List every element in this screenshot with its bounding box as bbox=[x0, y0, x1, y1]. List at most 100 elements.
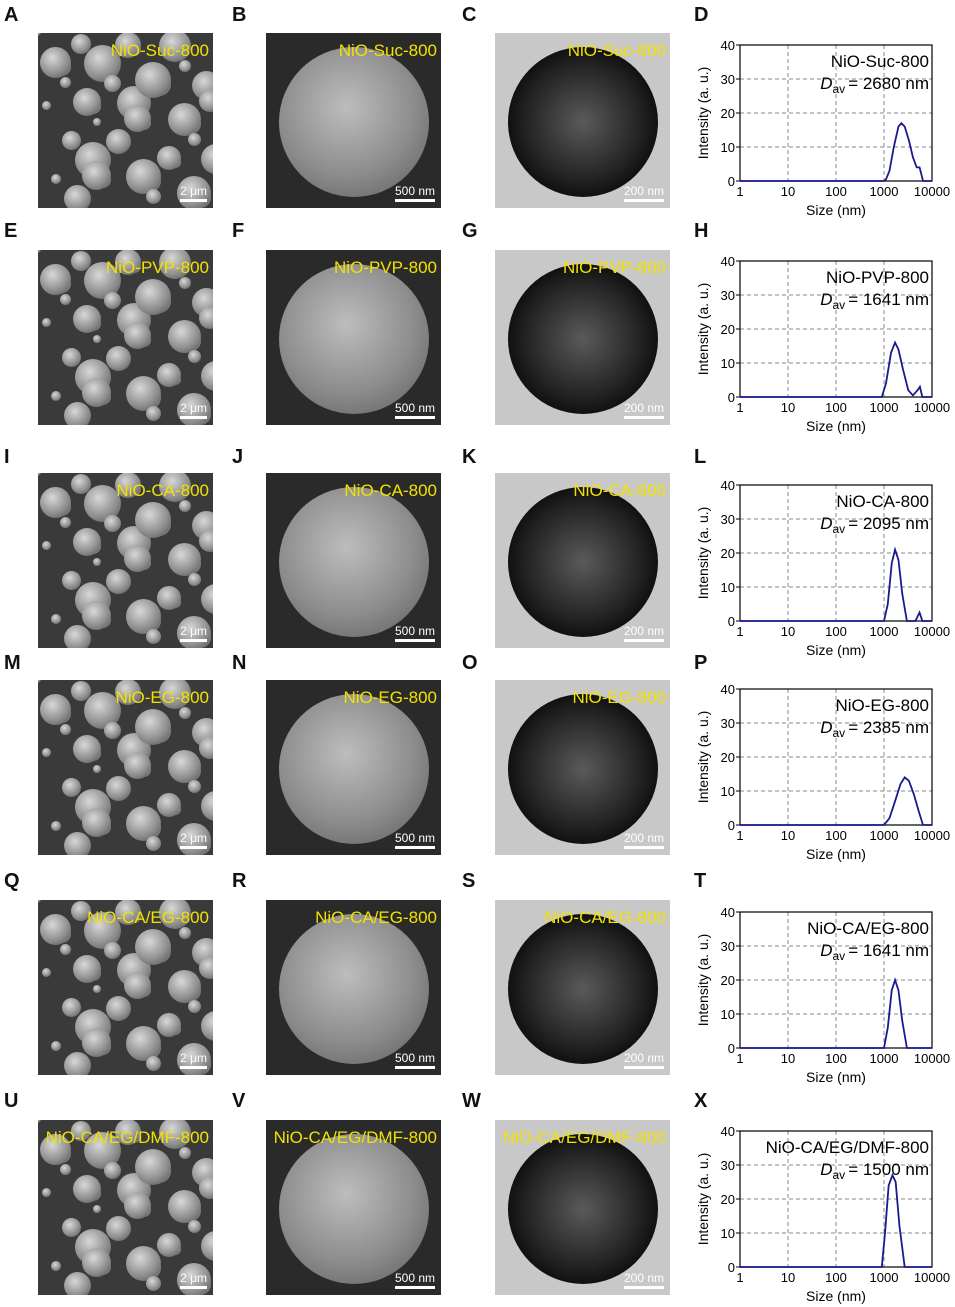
sample-label: NiO-EG-800 bbox=[115, 688, 209, 707]
tem-particle-image: NiO-Suc-800 200 nm bbox=[495, 33, 670, 208]
scale-bar-label: 500 nm bbox=[394, 831, 435, 845]
particle bbox=[51, 1261, 61, 1271]
particle bbox=[188, 1220, 201, 1233]
particle bbox=[82, 1248, 111, 1277]
scale-bar-label: 500 nm bbox=[394, 184, 435, 198]
particle bbox=[159, 33, 191, 62]
y-tick-label: 30 bbox=[721, 939, 735, 954]
particle bbox=[126, 1246, 161, 1281]
sem-overview-image: NiO-Suc-800 2 μm bbox=[38, 33, 213, 208]
sample-title: NiO-CA/EG/DMF-800 bbox=[766, 1138, 929, 1157]
y-tick-label: 40 bbox=[721, 254, 735, 269]
particle bbox=[179, 60, 191, 72]
particle bbox=[62, 571, 81, 590]
sample-label: NiO-CA-800 bbox=[344, 481, 437, 500]
particle bbox=[146, 189, 161, 204]
x-tick-label: 10 bbox=[781, 184, 795, 199]
particle bbox=[146, 1056, 161, 1071]
particle bbox=[42, 318, 51, 327]
sample-label: NiO-EG-800 bbox=[572, 688, 666, 707]
tem-particle-image: NiO-CA/EG-800 200 nm bbox=[495, 900, 670, 1075]
x-axis-label: Size (nm) bbox=[806, 846, 866, 862]
particle bbox=[73, 735, 101, 763]
particle bbox=[177, 616, 211, 648]
scale-bar-line bbox=[180, 1286, 207, 1289]
sample-label: NiO-CA-800 bbox=[116, 481, 209, 500]
scale-bar-line bbox=[180, 1066, 207, 1069]
scale-bar: 200 nm bbox=[623, 1051, 664, 1069]
particle bbox=[157, 1013, 181, 1037]
y-tick-label: 40 bbox=[721, 682, 735, 697]
size-distribution-chart: 1 10 100 1000 10000 0 10 20 30 40 NiO-CA/EG/DMF-80… bbox=[695, 1124, 950, 1304]
particle bbox=[115, 473, 141, 498]
particle bbox=[115, 680, 141, 705]
y-tick-label: 20 bbox=[721, 1192, 735, 1207]
particle bbox=[179, 707, 191, 719]
particle bbox=[188, 573, 201, 586]
scale-bar-label: 200 nm bbox=[623, 1051, 664, 1065]
particle bbox=[60, 517, 71, 528]
particle bbox=[106, 776, 131, 801]
scale-bar-label: 200 nm bbox=[623, 624, 664, 638]
particle bbox=[159, 473, 191, 502]
particle bbox=[146, 629, 161, 644]
y-tick-label: 0 bbox=[728, 1041, 735, 1056]
particle bbox=[93, 558, 101, 566]
panel-label: E bbox=[4, 220, 18, 242]
sample-label: NiO-CA/EG/DMF-800 bbox=[502, 1128, 666, 1147]
x-axis-label: Size (nm) bbox=[806, 1069, 866, 1085]
scale-bar: 200 nm bbox=[623, 184, 664, 202]
panel-label: L bbox=[694, 446, 707, 468]
particle bbox=[146, 406, 161, 421]
particle bbox=[157, 586, 181, 610]
particle bbox=[168, 320, 201, 353]
particle bbox=[82, 161, 111, 190]
x-axis-label: Size (nm) bbox=[806, 418, 866, 434]
particle bbox=[279, 47, 429, 197]
sem-overview-image: NiO-CA/EG-800 2 μm bbox=[38, 900, 213, 1075]
particle bbox=[42, 541, 51, 550]
particle bbox=[279, 914, 429, 1064]
scale-bar: 2 μm bbox=[180, 831, 207, 849]
particle bbox=[135, 62, 171, 98]
particle bbox=[201, 144, 213, 174]
panel-label: M bbox=[4, 652, 21, 674]
scale-bar-line bbox=[394, 1286, 435, 1289]
y-axis-label: Intensity (a. u.) bbox=[695, 934, 711, 1027]
distribution-curve bbox=[740, 776, 932, 826]
particle bbox=[124, 105, 151, 132]
particle bbox=[106, 996, 131, 1021]
scale-bar-label: 2 μm bbox=[180, 624, 207, 638]
particle bbox=[60, 1164, 71, 1175]
scale-bar: 2 μm bbox=[180, 1271, 207, 1289]
sample-label: NiO-CA/EG-800 bbox=[87, 908, 209, 927]
scale-bar: 500 nm bbox=[394, 184, 435, 202]
sample-title: NiO-CA/EG-800 bbox=[807, 919, 929, 938]
scale-bar-label: 2 μm bbox=[180, 1051, 207, 1065]
particle bbox=[62, 998, 81, 1017]
particle bbox=[40, 487, 71, 518]
y-tick-label: 20 bbox=[721, 546, 735, 561]
particle bbox=[38, 680, 41, 683]
particle bbox=[38, 900, 41, 903]
particle bbox=[199, 1177, 213, 1199]
scale-bar-line bbox=[180, 199, 207, 202]
x-axis-label: Size (nm) bbox=[806, 202, 866, 218]
particle bbox=[71, 1121, 91, 1141]
particle bbox=[42, 101, 51, 110]
x-tick-label: 1000 bbox=[870, 1270, 899, 1285]
particle bbox=[135, 709, 171, 745]
y-tick-label: 20 bbox=[721, 106, 735, 121]
y-axis-label: Intensity (a. u.) bbox=[695, 283, 711, 376]
scale-bar-label: 2 μm bbox=[180, 1271, 207, 1285]
y-tick-label: 10 bbox=[721, 784, 735, 799]
x-tick-label: 10 bbox=[781, 624, 795, 639]
y-axis-label: Intensity (a. u.) bbox=[695, 507, 711, 600]
scale-bar-line bbox=[180, 639, 207, 642]
sample-title: NiO-CA-800 bbox=[836, 492, 929, 511]
sem-particle-image: NiO-CA-800 500 nm bbox=[266, 473, 441, 648]
panel-label: S bbox=[462, 870, 476, 892]
sem-overview-image: NiO-CA/EG/DMF-800 2 μm bbox=[38, 1120, 213, 1295]
particle bbox=[124, 545, 151, 572]
particle bbox=[62, 778, 81, 797]
